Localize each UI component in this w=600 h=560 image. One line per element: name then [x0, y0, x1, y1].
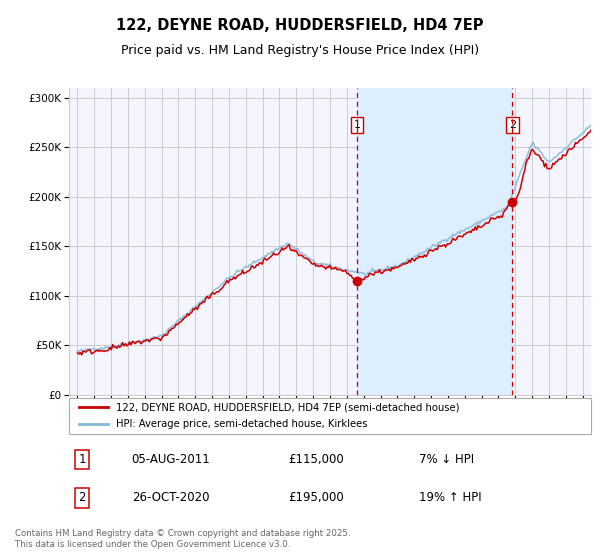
Text: 2: 2	[78, 491, 86, 504]
FancyBboxPatch shape	[69, 398, 591, 434]
Text: Price paid vs. HM Land Registry's House Price Index (HPI): Price paid vs. HM Land Registry's House …	[121, 44, 479, 57]
Text: 2: 2	[509, 120, 516, 130]
Text: 19% ↑ HPI: 19% ↑ HPI	[419, 491, 481, 504]
Text: £195,000: £195,000	[288, 491, 344, 504]
Text: Contains HM Land Registry data © Crown copyright and database right 2025.
This d: Contains HM Land Registry data © Crown c…	[15, 529, 350, 549]
Text: HPI: Average price, semi-detached house, Kirklees: HPI: Average price, semi-detached house,…	[116, 419, 367, 429]
Text: 26-OCT-2020: 26-OCT-2020	[131, 491, 209, 504]
Bar	[357, 88, 512, 395]
Text: £115,000: £115,000	[288, 453, 344, 466]
Text: 122, DEYNE ROAD, HUDDERSFIELD, HD4 7EP: 122, DEYNE ROAD, HUDDERSFIELD, HD4 7EP	[116, 18, 484, 32]
Text: 1: 1	[353, 120, 361, 130]
Text: 05-AUG-2011: 05-AUG-2011	[131, 453, 211, 466]
Text: 122, DEYNE ROAD, HUDDERSFIELD, HD4 7EP (semi-detached house): 122, DEYNE ROAD, HUDDERSFIELD, HD4 7EP (…	[116, 403, 460, 412]
Text: 1: 1	[78, 453, 86, 466]
Text: 7% ↓ HPI: 7% ↓ HPI	[419, 453, 474, 466]
